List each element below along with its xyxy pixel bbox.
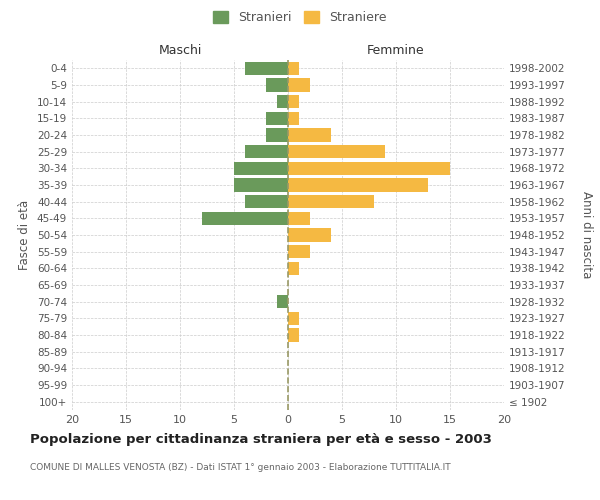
Bar xyxy=(288,112,299,125)
Text: Maschi: Maschi xyxy=(158,44,202,57)
Text: Femmine: Femmine xyxy=(367,44,425,57)
Bar xyxy=(245,195,288,208)
Bar xyxy=(288,145,385,158)
Text: Popolazione per cittadinanza straniera per età e sesso - 2003: Popolazione per cittadinanza straniera p… xyxy=(30,432,492,446)
Text: COMUNE DI MALLES VENOSTA (BZ) - Dati ISTAT 1° gennaio 2003 - Elaborazione TUTTIT: COMUNE DI MALLES VENOSTA (BZ) - Dati IST… xyxy=(30,462,451,471)
Y-axis label: Fasce di età: Fasce di età xyxy=(19,200,31,270)
Bar xyxy=(288,262,299,275)
Bar xyxy=(266,78,288,92)
Legend: Stranieri, Straniere: Stranieri, Straniere xyxy=(213,11,387,24)
Bar xyxy=(288,245,310,258)
Bar xyxy=(277,95,288,108)
Bar xyxy=(202,212,288,225)
Bar xyxy=(288,178,428,192)
Bar xyxy=(266,128,288,141)
Bar xyxy=(245,62,288,75)
Bar xyxy=(288,328,299,342)
Bar xyxy=(288,212,310,225)
Y-axis label: Anni di nascita: Anni di nascita xyxy=(580,192,593,278)
Bar xyxy=(288,128,331,141)
Bar xyxy=(288,195,374,208)
Bar xyxy=(234,162,288,175)
Bar xyxy=(277,295,288,308)
Bar xyxy=(288,162,450,175)
Bar xyxy=(288,312,299,325)
Bar xyxy=(266,112,288,125)
Bar xyxy=(288,78,310,92)
Bar xyxy=(245,145,288,158)
Bar xyxy=(234,178,288,192)
Bar xyxy=(288,228,331,241)
Bar xyxy=(288,95,299,108)
Bar xyxy=(288,62,299,75)
